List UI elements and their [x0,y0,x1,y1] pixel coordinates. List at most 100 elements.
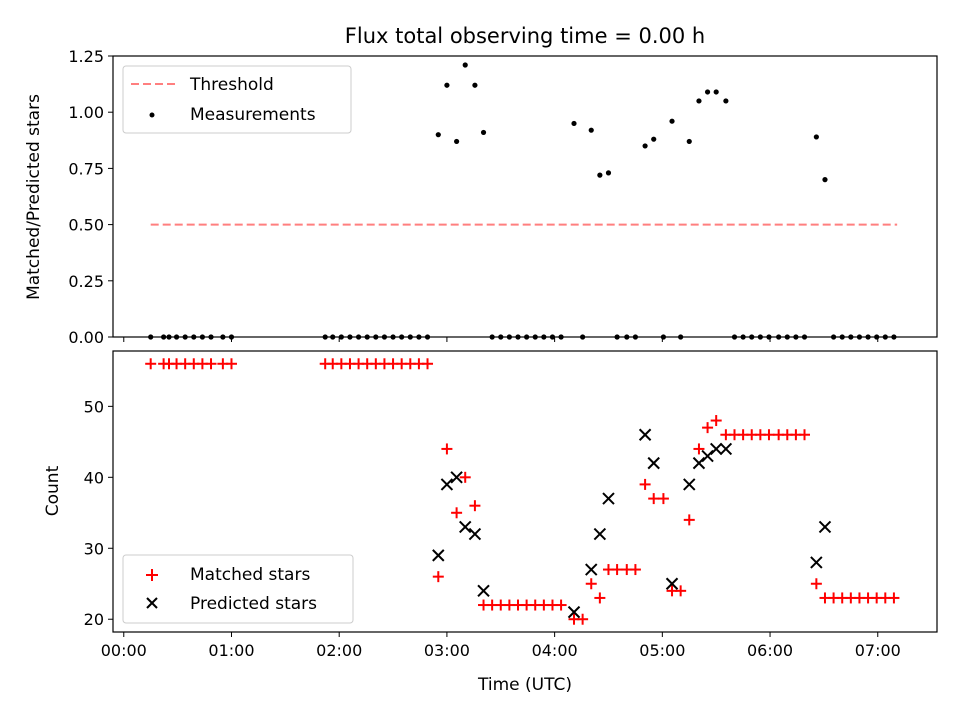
predicted-stars-point [585,563,598,576]
predicted-stars-point [468,527,482,541]
top-panel-ylabel: Matched/Predicted stars [24,94,44,300]
top-legend: Threshold Measurements [122,65,352,134]
bottom-legend: Matched stars Predicted stars [122,554,354,624]
bottom-xtick-label: 06:00 [747,641,793,660]
measurement-point [472,82,478,88]
predicted-stars-point [477,584,490,598]
bottom-legend-matched-label: Matched stars [190,565,310,585]
top-legend-threshold-label: Threshold [189,75,274,95]
bottom-panel-xlabel: Time (UTC) [477,675,572,695]
predicted-stars-point [647,456,660,470]
matched-stars-point [432,571,444,583]
bottom-panel-frame [112,350,938,633]
bottom-ytick-label: 20 [84,610,104,629]
bottom-xtick-label: 01:00 [208,641,254,660]
matched-stars-point [225,358,237,370]
bottom-legend-matched-swatch [146,569,158,581]
bottom-xtick-label: 04:00 [532,641,578,660]
matched-stars-point [459,471,471,483]
measurement-point [813,134,819,140]
measurement-point [444,82,450,88]
matched-stars-point [594,592,606,604]
bottom-xtick-label: 07:00 [855,641,901,660]
predicted-stars-point-diag-b [468,527,482,541]
matched-stars-point [710,415,722,427]
measurement-point [651,136,657,142]
measurement-point [462,62,468,68]
predicted-stars-point-diag-b [432,549,445,562]
predicted-stars-point [692,456,706,470]
top-legend-measurements-label: Measurements [190,105,316,125]
predicted-stars-point [709,442,723,456]
predicted-stars-point [818,520,832,534]
matched-stars-point [441,443,453,455]
measurement-point [605,170,612,176]
predicted-stars-point-diag-b [719,442,733,456]
predicted-stars-point-diag-b [567,605,581,619]
top-panel-frame [112,55,938,338]
bottom-xtick-label: 00:00 [101,641,147,660]
bottom-ytick-label: 50 [84,397,104,416]
matched-stars-point [145,358,157,370]
predicted-stars-point [683,478,696,491]
top-legend-box [122,65,352,134]
predicted-stars-point [459,520,472,534]
measurement-point [713,89,719,95]
predicted-stars-point-diag-b [477,584,490,598]
predicted-stars-point-diag-b [638,428,652,441]
predicted-stars-point-diag-b [459,520,472,534]
bottom-ytick-label: 40 [84,468,104,487]
predicted-stars-point [638,428,652,441]
predicted-stars-point [665,577,679,590]
measurement-point [588,127,594,133]
matched-stars-point [451,507,463,519]
measurement-point [822,177,828,183]
bottom-ytick-label: 30 [84,539,104,558]
matched-stars-point [629,564,641,576]
bottom-legend-box [122,554,354,624]
measurement-point [597,172,603,178]
predicted-stars-point [810,556,823,569]
predicted-stars-point-diag-b [810,556,823,569]
bottom-xtick-label: 05:00 [639,641,685,660]
matched-stars-point [422,358,434,370]
measurement-point [669,118,675,124]
top-ytick-label: 0.00 [68,328,104,347]
top-ytick-label: 1.00 [68,103,104,122]
predicted-stars-point [602,492,615,505]
bottom-panel-plot-area: 20 30 40 50 00:00 01:00 02:00 03:00 04:00 05:00 06… [84,358,901,660]
matched-stars-point [888,592,900,604]
predicted-stars-point [440,478,454,491]
matched-stars-point [585,578,597,590]
measurement-point [696,98,702,104]
predicted-stars-point-diag-b [440,478,454,491]
bottom-panel-ylabel: Count [43,465,63,516]
matched-stars-point [205,358,217,370]
measurement-point [642,143,648,149]
matched-stars-point [657,493,669,505]
predicted-stars-point-diag-b [683,478,696,491]
predicted-stars-point-diag-b [585,563,598,576]
predicted-stars-point-diag-b [818,520,832,534]
measurement-point [704,89,711,95]
matched-stars-point [469,500,481,512]
measurement-point [571,120,577,127]
top-panel-plot-area: 0.00 0.25 0.50 0.75 1.00 1.25 [68,47,898,347]
measurement-point [435,132,441,138]
predicted-stars-point-diag-b [450,471,463,484]
bottom-legend-predicted-swatch [146,597,158,609]
measurement-point [480,129,487,136]
matched-stars-point [611,564,623,576]
predicted-stars-point [593,527,607,541]
matched-stars-point [639,478,651,490]
predicted-stars-point [719,442,733,456]
predicted-stars-point-diag-b [593,527,607,541]
predicted-stars-point [701,449,714,463]
measurement-point [723,98,729,104]
matched-stars-point [675,585,687,597]
matched-stars-point [799,429,811,441]
matched-stars-point [555,599,567,611]
predicted-stars-point-diag-b [665,577,679,590]
matched-stars-point [577,613,589,625]
